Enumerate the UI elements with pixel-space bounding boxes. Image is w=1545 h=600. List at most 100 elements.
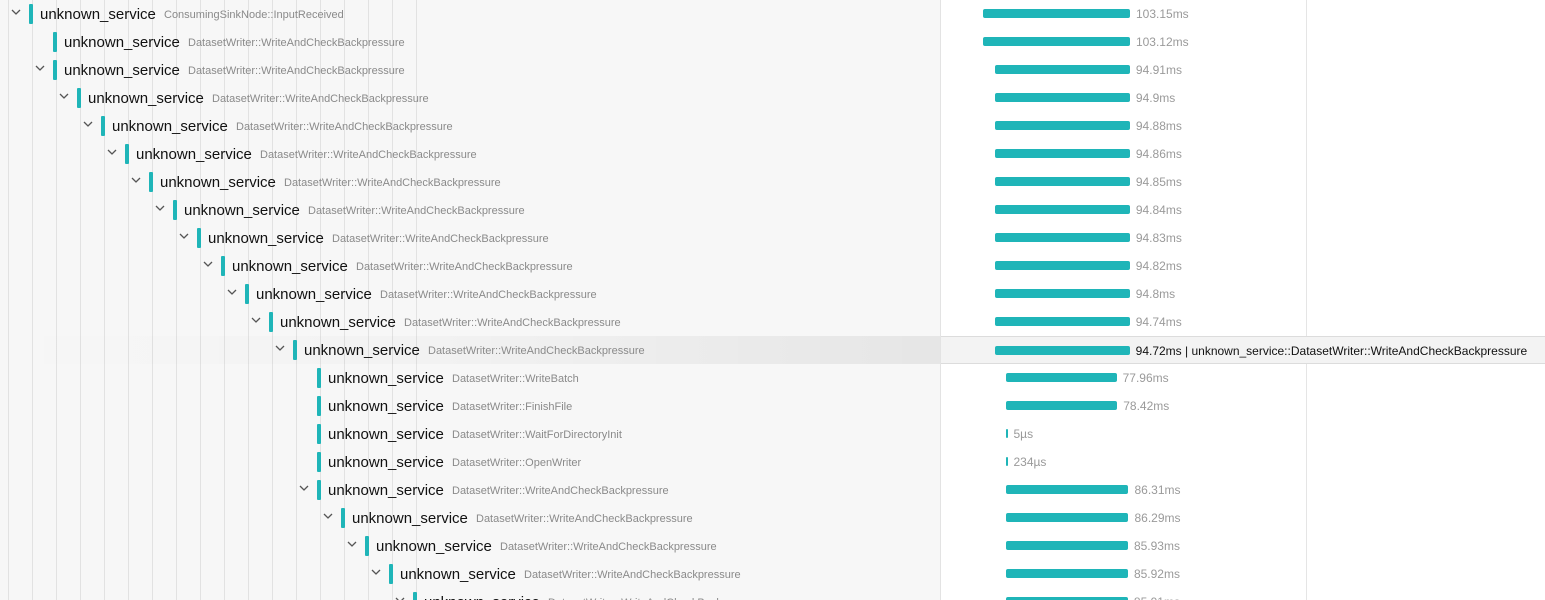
chevron-down-icon[interactable] <box>152 201 168 217</box>
span-duration-bar[interactable] <box>1005 457 1008 466</box>
span-duration-label: 85.91ms <box>1134 595 1180 600</box>
chevron-down-icon[interactable] <box>248 313 264 329</box>
timeline-row[interactable]: 94.84ms <box>941 196 1545 224</box>
span-duration-bar[interactable] <box>994 233 1130 242</box>
timeline-row[interactable]: 85.91ms <box>941 588 1545 600</box>
chevron-down-icon[interactable] <box>296 481 312 497</box>
span-row[interactable]: unknown_service DatasetWriter::FinishFile <box>0 392 940 420</box>
span-duration-bar[interactable] <box>983 9 1130 18</box>
span-duration-bar[interactable] <box>994 177 1130 186</box>
service-color-marker <box>317 452 321 472</box>
span-duration-label: 94.85ms <box>1135 175 1182 189</box>
span-duration-label: 234µs <box>1013 455 1047 469</box>
span-duration-bar[interactable] <box>1005 373 1117 382</box>
timeline-row[interactable]: 77.96ms <box>941 364 1545 392</box>
span-service-name: unknown_service <box>256 286 372 303</box>
span-duration-bar[interactable] <box>994 149 1130 158</box>
chevron-down-icon[interactable] <box>344 537 360 553</box>
span-duration-bar[interactable] <box>994 317 1130 326</box>
span-service-name: unknown_service <box>64 62 180 79</box>
span-duration-bar[interactable] <box>1005 569 1128 578</box>
chevron-down-icon[interactable] <box>368 565 384 581</box>
span-duration-bar[interactable] <box>983 37 1130 46</box>
timeline-row[interactable]: 234µs <box>941 448 1545 476</box>
tree-guide-line <box>80 0 81 600</box>
span-duration-bar[interactable] <box>1005 401 1118 410</box>
span-row[interactable]: unknown_service ConsumingSinkNode::InputR… <box>0 0 940 28</box>
timeline-row[interactable]: 5µs <box>941 420 1545 448</box>
span-duration-bar[interactable] <box>994 205 1130 214</box>
timeline-row[interactable]: 86.31ms <box>941 476 1545 504</box>
timeline-row[interactable]: 94.82ms <box>941 252 1545 280</box>
chevron-down-icon[interactable] <box>104 145 120 161</box>
chevron-down-icon[interactable] <box>56 89 72 105</box>
chevron-down-icon[interactable] <box>32 61 48 77</box>
service-color-marker <box>245 284 249 304</box>
span-operation-name: DatasetWriter::WriteAndCheckBackpressure <box>452 485 669 497</box>
timeline-row[interactable]: 85.92ms <box>941 560 1545 588</box>
span-row[interactable]: unknown_service DatasetWriter::WaitForDir… <box>0 420 940 448</box>
tree-guide-line <box>104 0 105 600</box>
span-operation-name: DatasetWriter::FinishFile <box>452 401 573 413</box>
span-duration-bar[interactable] <box>994 346 1130 355</box>
span-duration-bar[interactable] <box>994 93 1130 102</box>
timeline-row[interactable]: 94.83ms <box>941 224 1545 252</box>
timeline-row[interactable]: 94.85ms <box>941 168 1545 196</box>
timeline-row[interactable]: 94.86ms <box>941 140 1545 168</box>
service-color-marker <box>197 228 201 248</box>
chevron-down-icon[interactable] <box>8 5 24 21</box>
span-operation-name: DatasetWriter::WriteAndCheckBackpressure <box>548 597 765 600</box>
span-duration-bar[interactable] <box>1005 513 1129 522</box>
span-duration-bar[interactable] <box>994 121 1130 130</box>
span-row[interactable]: unknown_service DatasetWriter::OpenWriter <box>0 448 940 476</box>
span-duration-bar[interactable] <box>1005 597 1128 600</box>
span-duration-bar[interactable] <box>1005 541 1128 550</box>
timeline-row[interactable]: 86.29ms <box>941 504 1545 532</box>
chevron-down-icon[interactable] <box>392 593 408 600</box>
span-duration-bar[interactable] <box>994 261 1130 270</box>
span-row[interactable]: unknown_serviceDatasetWriter::WriteAndCh… <box>0 588 940 600</box>
chevron-down-icon[interactable] <box>80 117 96 133</box>
chevron-down-icon[interactable] <box>200 257 216 273</box>
tree-guide-line <box>176 0 177 600</box>
span-duration-bar[interactable] <box>994 65 1130 74</box>
span-service-name: unknown_service <box>400 566 516 583</box>
timeline-row[interactable]: 94.91ms <box>941 56 1545 84</box>
chevron-down-icon[interactable] <box>128 173 144 189</box>
timeline-row[interactable]: 103.15ms <box>941 0 1545 28</box>
span-service-name: unknown_service <box>328 398 444 415</box>
span-duration-label: 94.74ms <box>1135 315 1182 329</box>
timeline-row[interactable]: 94.74ms <box>941 308 1545 336</box>
span-row[interactable]: unknown_service DatasetWriter::WriteBatch <box>0 364 940 392</box>
timeline-row[interactable]: 94.8ms <box>941 280 1545 308</box>
span-duration-bar[interactable] <box>1005 429 1008 438</box>
chevron-down-icon[interactable] <box>272 341 288 357</box>
span-duration-bar[interactable] <box>994 289 1130 298</box>
span-duration-bar[interactable] <box>1005 485 1129 494</box>
timeline-row[interactable]: 85.93ms <box>941 532 1545 560</box>
chevron-down-icon[interactable] <box>224 285 240 301</box>
timeline-row[interactable]: 94.72ms | unknown_service::DatasetWriter… <box>941 336 1545 364</box>
chevron-down-icon[interactable] <box>176 229 192 245</box>
timeline-row[interactable]: 103.12ms <box>941 28 1545 56</box>
timeline-row[interactable]: 94.88ms <box>941 112 1545 140</box>
timeline-row[interactable]: 94.9ms <box>941 84 1545 112</box>
chevron-down-icon[interactable] <box>320 509 336 525</box>
timeline-row[interactable]: 78.42ms <box>941 392 1545 420</box>
